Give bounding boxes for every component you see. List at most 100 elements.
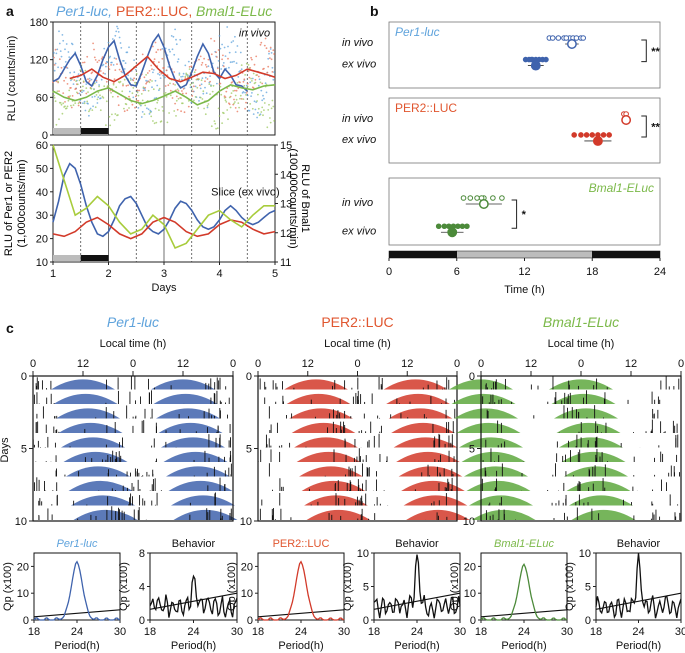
raw-dot: [88, 114, 90, 117]
raw-dot: [135, 73, 138, 75]
raw-dot: [132, 96, 135, 99]
raw-dot: [178, 72, 181, 75]
raw-dot: [151, 80, 153, 82]
raw-dot: [251, 58, 253, 61]
annotation-slice: Slice (ex vivo): [211, 186, 279, 198]
raw-dot: [92, 105, 94, 108]
raw-dot: [57, 66, 59, 69]
expression-hump: [51, 379, 115, 390]
ytick-label: 20: [464, 561, 476, 573]
raw-dot: [209, 80, 212, 83]
raw-dot: [108, 115, 111, 118]
xtick-label: 30: [675, 626, 685, 638]
raw-dot: [271, 71, 274, 73]
raw-dot: [236, 45, 239, 47]
raw-dot: [54, 100, 57, 103]
significance-bracket: [641, 39, 647, 63]
lightbar-light: [456, 250, 593, 259]
raw-dot: [270, 107, 273, 110]
expression-hump: [564, 466, 628, 477]
raw-dot: [83, 61, 86, 64]
raw-dot: [86, 55, 89, 58]
raw-dot: [233, 102, 235, 105]
title-per1: Per1-luc,: [56, 3, 112, 19]
raw-dot: [176, 108, 179, 111]
raw-dot: [107, 65, 110, 68]
raw-dot: [230, 41, 233, 44]
group-box: [388, 21, 661, 89]
raw-dot: [172, 83, 175, 85]
raw-dot: [197, 107, 200, 109]
expression-hump: [454, 408, 518, 419]
dark-bar: [80, 255, 109, 261]
xtick-label: 18: [368, 626, 380, 638]
raw-dot: [139, 103, 142, 106]
raw-dot: [219, 82, 222, 85]
raw-dot: [150, 115, 153, 118]
raw-dot: [145, 82, 148, 85]
raw-dot: [247, 70, 250, 73]
raw-dot: [56, 48, 59, 51]
raw-dot: [174, 102, 177, 105]
raw-dot: [70, 87, 72, 89]
raw-dot: [103, 85, 106, 88]
raw-dot: [173, 53, 176, 56]
raw-dot: [102, 72, 105, 75]
raw-dot: [132, 79, 135, 82]
raw-dot: [193, 85, 195, 88]
actogram-title: PER2::LUC: [321, 314, 393, 330]
raw-dot: [272, 49, 275, 52]
raw-dot: [272, 105, 275, 108]
raw-dot: [61, 112, 64, 115]
raw-dot: [162, 74, 165, 77]
panel-letter-a: a: [6, 3, 14, 19]
raw-dot: [82, 61, 84, 64]
data-dot: [563, 35, 570, 41]
ytick-label: 40: [36, 187, 48, 199]
annotation-in-vivo: in vivo: [239, 27, 270, 39]
ylabel-qp: Qp (x100): [2, 562, 14, 611]
raw-dot: [166, 121, 169, 124]
raw-dot: [121, 90, 124, 93]
raw-dot: [207, 58, 210, 61]
expression-hump: [569, 495, 633, 506]
raw-dot: [129, 79, 132, 81]
raw-dot: [247, 64, 250, 66]
raw-dot: [64, 61, 67, 63]
raw-dot: [269, 57, 271, 59]
raw-dot: [244, 107, 247, 110]
raw-dot: [133, 59, 136, 61]
expression-hump: [286, 393, 351, 404]
expression-hump: [161, 437, 225, 448]
raw-dot: [120, 70, 123, 73]
raw-dot: [100, 78, 103, 81]
xtick-label: 2: [105, 268, 111, 280]
raw-dot: [68, 89, 71, 92]
raw-dot: [229, 106, 232, 109]
raw-dot: [212, 84, 215, 87]
group-title: Per1-luc: [395, 25, 440, 39]
raw-dot: [164, 85, 167, 87]
panel-letter-b: b: [370, 3, 379, 19]
raw-dot: [78, 79, 81, 82]
significance-bracket: [511, 199, 518, 229]
data-dot: [555, 35, 562, 41]
xlabel-period: Period(h): [394, 640, 439, 652]
expression-hump: [566, 480, 631, 491]
raw-dot: [267, 65, 270, 68]
data-dot: [606, 132, 612, 138]
raw-dot: [152, 120, 154, 122]
ytick-label: 8: [139, 548, 145, 560]
raw-dot: [81, 91, 83, 94]
raw-dot: [99, 109, 102, 112]
raw-dot: [133, 77, 136, 80]
raw-dot: [257, 75, 260, 78]
raw-dot: [158, 71, 161, 74]
raw-dot: [149, 111, 152, 114]
slice-series-per2: [52, 216, 276, 240]
xtick-label: 24: [187, 626, 199, 638]
expression-hump: [383, 379, 448, 390]
raw-dot: [60, 66, 63, 69]
raw-dot: [58, 90, 60, 92]
